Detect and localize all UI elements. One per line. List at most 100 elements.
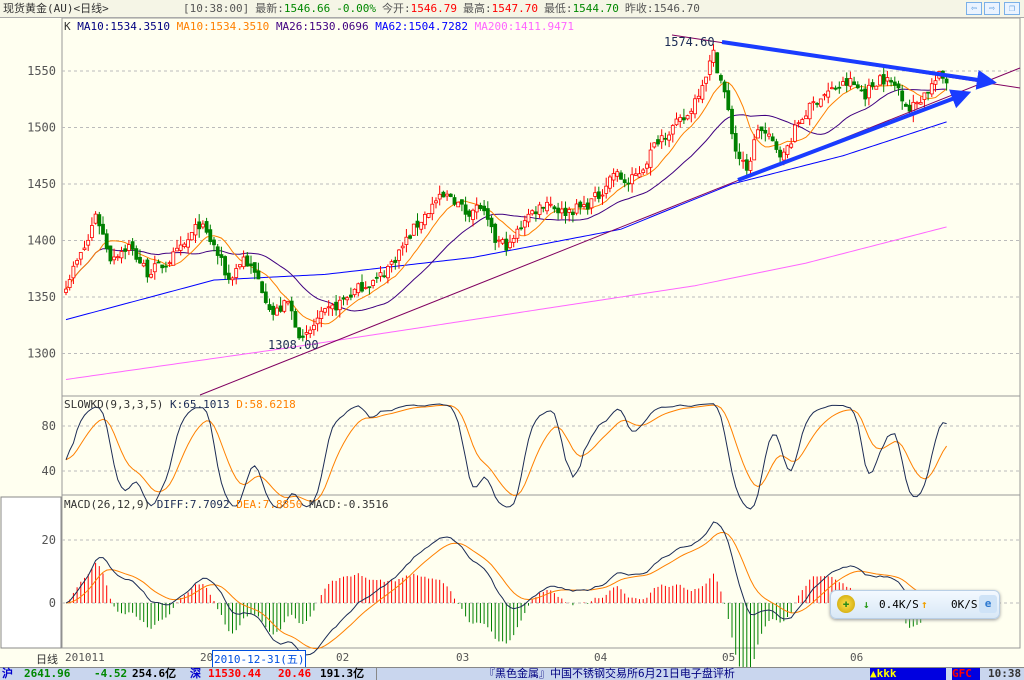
candle-body xyxy=(112,256,116,261)
network-speed-widget[interactable]: ✚ ↓ 0.4K/S ↑ 0K/S e xyxy=(830,590,1000,619)
candle-body xyxy=(456,201,461,208)
candle-body xyxy=(445,193,450,197)
candle-body xyxy=(892,81,897,86)
candle-body xyxy=(752,139,757,161)
candle-body xyxy=(127,244,131,251)
ma200-line xyxy=(65,226,947,380)
candle-body xyxy=(360,282,364,292)
chart-area[interactable]: 1550 1500 1450 1400 1350 1300 80 40 20 0 201011 20 0… xyxy=(0,18,1024,667)
candle-body xyxy=(97,214,102,227)
candle-body xyxy=(933,80,938,85)
candle-body xyxy=(67,279,72,288)
candle-body xyxy=(822,94,827,97)
candle-body xyxy=(556,207,560,214)
candle-body xyxy=(115,256,120,259)
candle-body xyxy=(489,217,494,228)
high-label: 最高: xyxy=(462,2,492,15)
candle-body xyxy=(186,239,191,248)
candle-body xyxy=(64,288,68,293)
macd-tick-label: 0 xyxy=(49,596,56,610)
news-ticker[interactable]: 『黑色金属』中国不锈钢交易所6月21日电子盘评析 xyxy=(484,667,735,680)
arrow-left-icon[interactable]: ⇦ xyxy=(966,2,982,15)
candle-body xyxy=(493,223,498,243)
candle-body xyxy=(334,301,339,311)
candle-body xyxy=(733,133,738,152)
candle-body xyxy=(200,223,205,228)
price-tick-label: 1350 xyxy=(27,290,56,304)
candle-body xyxy=(818,98,823,107)
candle-body xyxy=(411,223,416,236)
candle-body xyxy=(878,75,882,86)
candle-body xyxy=(637,173,642,178)
diff-line xyxy=(65,521,947,656)
kd-d-value: D:58.6218 xyxy=(236,398,296,411)
upload-speed: 0K/S xyxy=(951,598,978,611)
candle-body xyxy=(315,317,320,325)
candle-body xyxy=(337,299,342,311)
candle-body xyxy=(500,239,505,244)
candle-body xyxy=(926,91,930,94)
candle-body xyxy=(430,203,435,215)
sh-change: -4.52 xyxy=(94,667,128,680)
candle-body xyxy=(90,225,94,238)
kd-tick-label: 80 xyxy=(42,419,56,433)
candle-body xyxy=(722,81,727,93)
add-icon[interactable]: ✚ xyxy=(837,595,855,613)
candle-body xyxy=(352,288,357,296)
badge-kkk[interactable]: ▲kkk xyxy=(870,668,946,680)
candle-body xyxy=(900,90,905,102)
price-tick-label: 1400 xyxy=(27,234,56,248)
candle-body xyxy=(944,78,949,84)
candle-body xyxy=(700,85,705,100)
candle-body xyxy=(582,204,586,207)
candle-body xyxy=(393,259,398,263)
candle-body xyxy=(204,221,209,233)
candle-body xyxy=(633,173,638,176)
candle-body xyxy=(889,80,893,83)
latest-label: 最新: xyxy=(255,2,284,15)
ie-browser-icon[interactable]: e xyxy=(979,595,997,613)
candle-body xyxy=(382,275,387,278)
candle-body xyxy=(141,262,146,267)
support-trendline xyxy=(199,67,1021,396)
candle-body xyxy=(781,151,786,161)
candle-body xyxy=(448,193,453,197)
candle-body xyxy=(852,81,856,86)
candle-body xyxy=(482,205,487,212)
kd-name: SLOWKD(9,3,3,5) xyxy=(64,398,164,411)
gfc-badge[interactable]: GFC xyxy=(952,668,980,680)
candle-body xyxy=(485,208,490,220)
macd-tick-label: 20 xyxy=(42,533,56,547)
arrow-right-icon[interactable]: ⇨ xyxy=(984,2,1000,15)
candle-body xyxy=(323,308,327,313)
candle-body xyxy=(848,78,853,87)
candle-body xyxy=(596,191,601,199)
candle-body xyxy=(252,262,257,273)
candle-body xyxy=(378,272,383,277)
kd-legend: SLOWKD(9,3,3,5) K:65.1013 D:58.6218 xyxy=(64,398,296,411)
open-label: 今开: xyxy=(381,2,411,15)
candle-body xyxy=(552,206,557,210)
candle-body xyxy=(611,173,616,181)
candle-body xyxy=(704,76,708,84)
candle-body xyxy=(75,260,79,265)
restore-window-icon[interactable]: ❐ xyxy=(1004,2,1020,15)
candle-body xyxy=(796,122,801,125)
candle-body xyxy=(286,301,290,304)
candle-body xyxy=(604,185,609,194)
candle-body xyxy=(71,265,76,279)
candle-body xyxy=(885,77,890,82)
download-speed: 0.4K/S xyxy=(879,598,919,611)
kd-k-value: K:65.1013 xyxy=(169,398,230,411)
ma10-orange-value: MA10:1534.3510 xyxy=(176,20,270,33)
upper-arrow xyxy=(721,40,997,90)
candle-body xyxy=(522,220,527,228)
high-annotation: 1574.60 xyxy=(664,35,715,49)
dea-value: DEA:7.8850 xyxy=(236,498,303,511)
diff-value: DIFF:7.7092 xyxy=(156,498,230,511)
candle-body xyxy=(149,273,154,278)
candle-body xyxy=(870,82,875,87)
candle-body xyxy=(652,142,657,148)
candle-body xyxy=(685,115,690,120)
ma26-line xyxy=(65,88,947,312)
